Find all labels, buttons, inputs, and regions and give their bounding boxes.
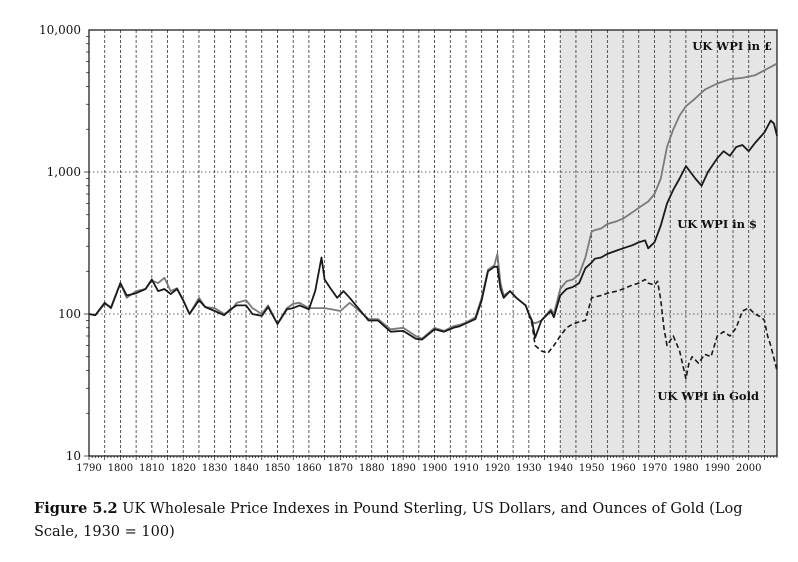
x-tick-label: 1960 bbox=[610, 463, 635, 474]
x-tick-label: 1930 bbox=[516, 463, 541, 474]
shaded-region-rect bbox=[560, 30, 777, 456]
x-tick-label: 1860 bbox=[296, 463, 321, 474]
x-tick-label: 1910 bbox=[453, 463, 478, 474]
x-tick-label: 1940 bbox=[548, 463, 573, 474]
y-tick-label: 100 bbox=[58, 307, 81, 321]
plot-frame bbox=[88, 29, 778, 457]
x-tick-label: 1810 bbox=[139, 463, 164, 474]
x-tick-label: 1980 bbox=[673, 463, 698, 474]
series-line-1 bbox=[88, 119, 778, 341]
figure-caption-text: UK Wholesale Price Indexes in Pound Ster… bbox=[34, 501, 743, 540]
series-labels: UK WPI in £ UK WPI in $ UK WPI in Gold bbox=[657, 39, 772, 403]
y-tick-label: 10,000 bbox=[39, 23, 81, 37]
x-tick-label: 1840 bbox=[233, 463, 258, 474]
x-tick-label: 1850 bbox=[265, 463, 290, 474]
x-tick-label: 1900 bbox=[422, 463, 447, 474]
x-tick-label: 1830 bbox=[202, 463, 227, 474]
x-tick-label: 1800 bbox=[108, 463, 133, 474]
y-tick-label: 10 bbox=[66, 449, 81, 463]
series-lines bbox=[88, 62, 778, 380]
series-label-0: UK WPI in £ bbox=[692, 39, 772, 53]
series-label-2: UK WPI in Gold bbox=[657, 389, 759, 403]
y-tick-label: 1,000 bbox=[47, 165, 81, 179]
series-label-1: UK WPI in $ bbox=[677, 217, 757, 231]
x-tick-label: 1880 bbox=[359, 463, 384, 474]
figure-caption: Figure 5.2 UK Wholesale Price Indexes in… bbox=[34, 497, 774, 544]
x-tick-label: 1970 bbox=[642, 463, 667, 474]
x-tick-label: 1890 bbox=[390, 463, 415, 474]
figure-number: Figure 5.2 bbox=[34, 500, 118, 517]
x-tick-label: 1820 bbox=[171, 463, 196, 474]
x-tick-label: 1950 bbox=[579, 463, 604, 474]
axes: 1790 1800 1810 1820 1830 1840 1850 1860 1870 1880… bbox=[39, 23, 778, 474]
series-line-0 bbox=[88, 62, 778, 340]
x-tick-label: 2000 bbox=[736, 463, 761, 474]
x-tick-label: 1990 bbox=[705, 463, 730, 474]
series-line-2 bbox=[528, 278, 778, 380]
price-index-chart: 1790 1800 1810 1820 1830 1840 1850 1860 1870 1880… bbox=[39, 23, 778, 474]
x-tick-label: 1920 bbox=[485, 463, 510, 474]
post-1940-shaded-region bbox=[560, 30, 777, 456]
grid-lines bbox=[89, 29, 777, 456]
x-tick-label: 1870 bbox=[328, 463, 353, 474]
x-tick-label: 1790 bbox=[76, 463, 101, 474]
